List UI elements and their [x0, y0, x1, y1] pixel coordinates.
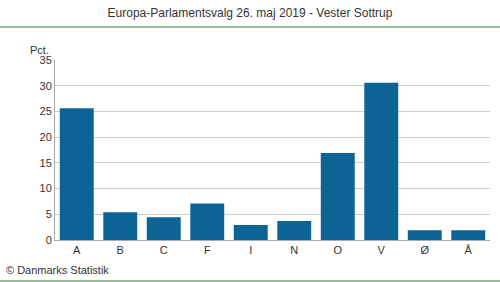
svg-text:30: 30	[40, 80, 52, 92]
svg-text:0: 0	[46, 234, 52, 246]
svg-text:Ø: Ø	[420, 244, 429, 256]
svg-text:A: A	[73, 244, 81, 256]
svg-text:V: V	[378, 244, 386, 256]
svg-text:20: 20	[40, 131, 52, 143]
svg-text:35: 35	[40, 54, 52, 66]
svg-text:15: 15	[40, 157, 52, 169]
svg-text:Europa-Parlamentsvalg 26. maj: Europa-Parlamentsvalg 26. maj 2019 - Ves…	[108, 6, 393, 20]
svg-text:5: 5	[46, 208, 52, 220]
svg-text:C: C	[160, 244, 168, 256]
svg-text:Pct.: Pct.	[30, 44, 49, 56]
svg-text:10: 10	[40, 182, 52, 194]
svg-text:25: 25	[40, 105, 52, 117]
svg-text:F: F	[204, 244, 211, 256]
svg-text:© Danmarks Statistik: © Danmarks Statistik	[6, 264, 109, 276]
svg-text:I: I	[249, 244, 252, 256]
svg-text:Å: Å	[465, 244, 473, 256]
svg-text:N: N	[290, 244, 298, 256]
svg-text:B: B	[117, 244, 124, 256]
svg-text:O: O	[333, 244, 342, 256]
